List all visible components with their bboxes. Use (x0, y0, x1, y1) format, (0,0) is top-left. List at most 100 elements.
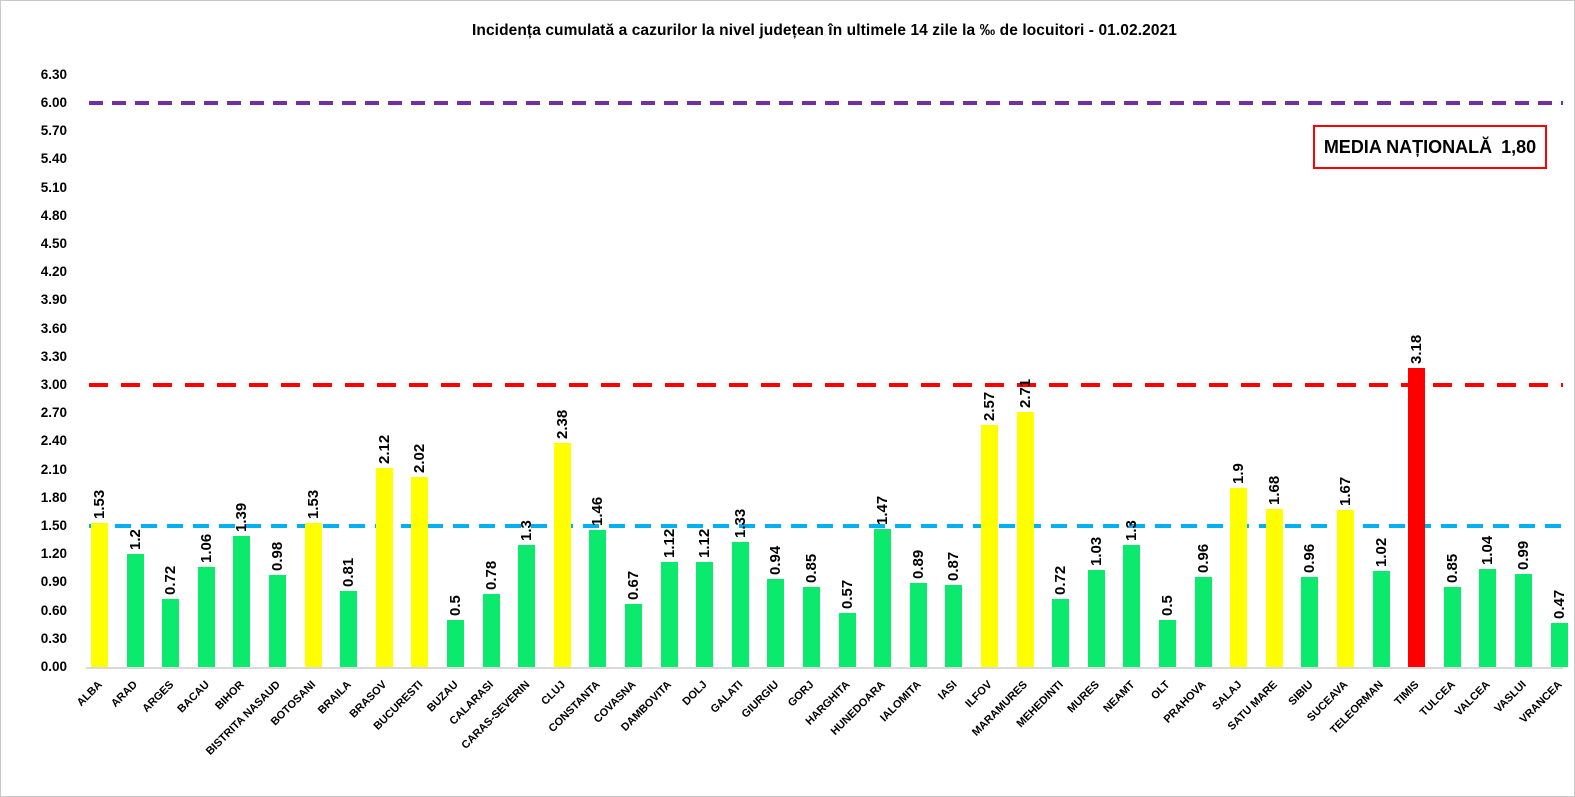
x-axis-category-label: BIHOR (213, 678, 248, 713)
bar-value-label: 1.9 (1230, 463, 1248, 485)
bar-bistrita-nasaud (269, 574, 286, 667)
y-axis-tick-label: 1.80 (40, 489, 67, 505)
bar-value-label: 0.99 (1515, 540, 1532, 570)
red-dashed-line-3.00 (89, 383, 1563, 387)
bar-value-label: 0.96 (1194, 543, 1212, 573)
x-axis-line (86, 667, 1563, 669)
y-axis-tick-label: 0.60 (40, 602, 67, 618)
bar-value-label: 0.72 (1052, 566, 1070, 596)
x-axis-category-label: GORJ (786, 678, 817, 710)
x-axis-category-label: ARGES (139, 678, 176, 715)
bar-value-label: 1.2 (126, 529, 144, 551)
bar-value-label: 2.02 (411, 443, 429, 474)
bar-cluj (553, 443, 571, 667)
y-axis-tick-label: 3.90 (40, 292, 67, 308)
bar-value-label: 1.39 (233, 503, 251, 533)
y-axis-tick-label: 3.30 (40, 348, 67, 364)
x-axis-category-label: NEAMT (1101, 678, 1138, 715)
bar-value-label: 1.68 (1265, 475, 1283, 506)
bar-value-label: 0.87 (945, 552, 963, 582)
bar-value-label: 0.94 (767, 545, 785, 575)
y-axis-tick-label: 3.00 (40, 377, 67, 392)
bar-value-label: 1.3 (518, 519, 536, 541)
x-axis-category-label: GIURGIU (739, 678, 782, 721)
y-axis-tick-label: 1.20 (40, 546, 67, 562)
bar-satu-mare (1265, 509, 1283, 667)
bar-value-label: 0.5 (1159, 595, 1176, 616)
y-axis-tick-label: 4.20 (40, 264, 67, 280)
national-average-value: 1,80 (1501, 136, 1537, 157)
x-axis-category-label: ILFOV (963, 678, 995, 711)
bar-calarasi (482, 593, 500, 667)
y-axis-tick-label: 5.10 (40, 179, 67, 195)
bar-tulcea (1443, 587, 1461, 667)
chart-title: Incidența cumulată a cazurilor la nivel … (471, 22, 1178, 39)
bar-salaj (1230, 488, 1248, 667)
y-axis-tick-label: 0.30 (40, 630, 67, 646)
bar-maramures (1016, 412, 1034, 667)
bar-caras-severin (518, 544, 536, 667)
x-axis-category-label: SALAJ (1209, 678, 1244, 713)
bar-buzau (447, 620, 464, 667)
x-axis-category-label: SIBIU (1285, 678, 1316, 708)
bar-gorj (803, 587, 820, 667)
purple-dashed-line-6.00 (89, 101, 1563, 105)
bar-brasov (375, 467, 393, 667)
bar-value-label: 2.57 (981, 392, 998, 422)
bar-value-label: 1.3 (1123, 519, 1141, 541)
bar-bihor (233, 536, 251, 667)
x-axis-category-label: OLT (1149, 678, 1173, 703)
bar-value-label: 0.85 (803, 553, 820, 584)
bar-bacau (197, 567, 215, 667)
bar-iasi (945, 585, 963, 667)
bar-arges (162, 599, 180, 667)
bar-value-label: 2.71 (1016, 379, 1034, 409)
bar-dambovita (660, 561, 678, 667)
bar-hunedoara (874, 528, 892, 667)
y-axis-tick-label: 2.70 (40, 405, 67, 421)
bar-value-label: 1.53 (304, 489, 322, 520)
bar-braila (340, 590, 358, 667)
bar-sibiu (1301, 576, 1319, 667)
bar-value-label: 0.47 (1550, 589, 1568, 619)
national-average-box: MEDIA NAȚIONALĂ 1,80 (1313, 125, 1547, 169)
bar-neamt (1123, 544, 1141, 667)
x-axis-category-label: DOLJ (680, 678, 710, 708)
y-axis-tick-label: 1.50 (40, 518, 67, 533)
bar-value-label: 2.38 (553, 410, 571, 440)
y-axis-tick-label: 6.30 (40, 66, 67, 82)
bar-arad (126, 554, 144, 667)
bar-harghita (838, 613, 856, 667)
bar-bucuresti (411, 477, 429, 667)
bar-alba (91, 523, 108, 667)
bar-value-label: 1.06 (197, 534, 215, 564)
bar-value-label: 1.12 (660, 528, 678, 558)
x-axis-category-label: CLUJ (538, 678, 568, 708)
bar-dolj (696, 561, 714, 667)
bar-ilfov (981, 425, 998, 667)
bar-mehedinti (1052, 599, 1070, 667)
national-average-label: MEDIA NAȚIONALĂ (1323, 136, 1493, 157)
y-axis-tick-label: 4.80 (40, 207, 67, 223)
x-axis-category-label: BACAU (174, 678, 212, 716)
x-axis-category-label: ALBA (74, 678, 105, 709)
bar-value-label: 0.89 (909, 550, 927, 580)
bar-value-label: 2.12 (375, 434, 393, 464)
bar-ialomita (909, 583, 927, 667)
bar-giurgiu (767, 578, 785, 667)
bar-value-label: 0.81 (340, 557, 358, 587)
bar-value-label: 0.5 (447, 595, 464, 616)
bar-timis (1408, 368, 1426, 667)
bar-covasna (625, 604, 642, 667)
blue-dashed-line-1.50 (89, 524, 1563, 528)
bar-olt (1159, 620, 1176, 667)
bar-botosani (304, 523, 322, 667)
bar-vaslui (1515, 573, 1532, 667)
bar-value-label: 0.96 (1301, 543, 1319, 573)
bar-value-label: 0.67 (625, 570, 642, 601)
bar-suceava (1337, 510, 1354, 667)
y-axis-tick-label: 5.70 (40, 123, 67, 139)
bar-value-label: 0.57 (838, 580, 856, 610)
